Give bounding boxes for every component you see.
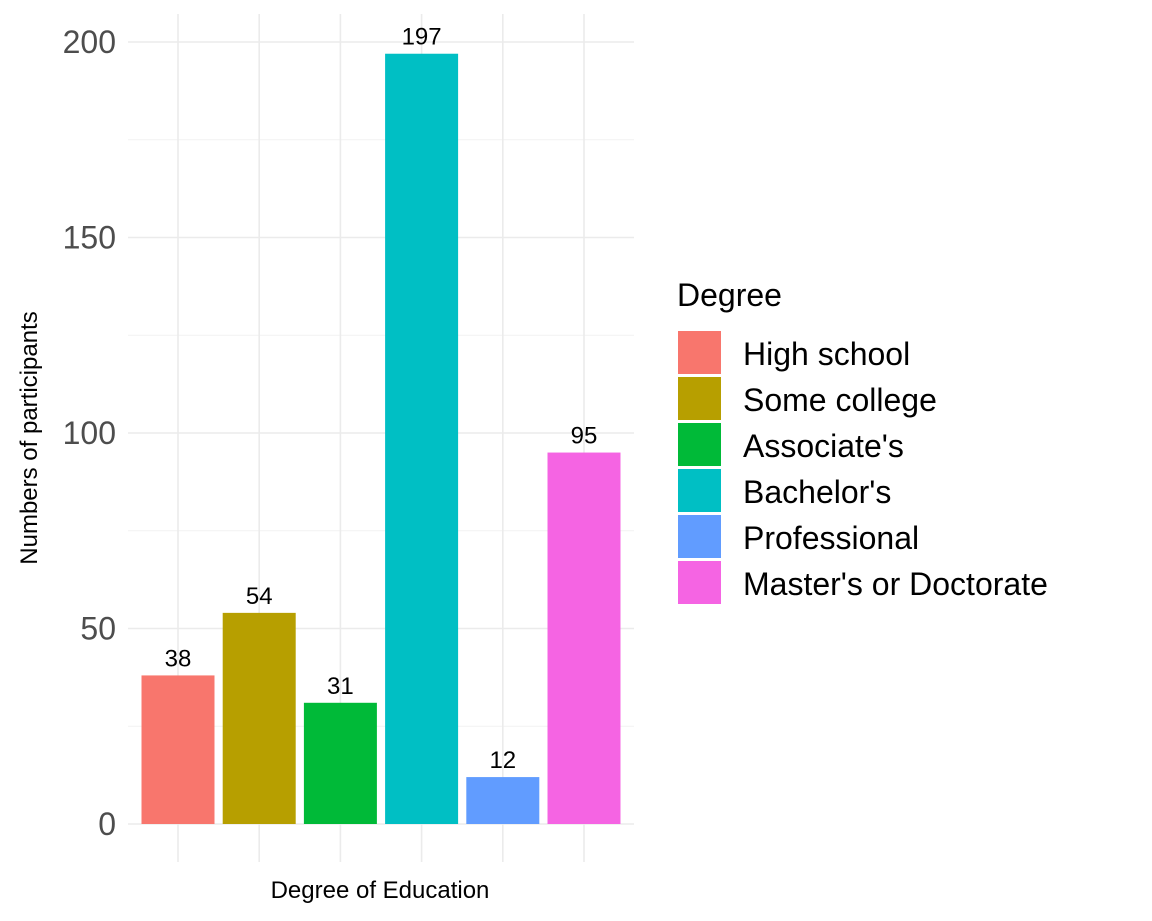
bar-value-label: 95 — [571, 423, 598, 450]
y-axis-title: Numbers of participants — [16, 311, 43, 564]
bar — [466, 777, 540, 824]
y-tick-label: 50 — [80, 611, 116, 647]
legend-entry-label: High school — [743, 336, 910, 372]
legend-entry-label: Bachelor's — [743, 474, 891, 510]
legend-entry-label: Associate's — [743, 428, 904, 464]
legend: Degree High school Some college Associate'… — [677, 277, 1048, 604]
y-tick-label: 100 — [63, 415, 116, 451]
legend-entry-label: Some college — [743, 382, 937, 418]
legend-entry-label: Professional — [743, 520, 919, 556]
bar-value-label: 197 — [402, 24, 442, 51]
bar — [141, 675, 215, 824]
legend-title: Degree — [677, 277, 782, 313]
x-axis-title: Degree of Education — [271, 877, 490, 904]
bar-value-label: 54 — [246, 583, 273, 610]
bar — [547, 452, 621, 824]
bar-value-label: 38 — [165, 645, 192, 672]
bar — [222, 612, 296, 824]
legend-swatch — [678, 515, 721, 558]
bar — [385, 53, 459, 825]
y-tick-label: 200 — [63, 24, 116, 60]
bar-value-label: 12 — [489, 747, 516, 774]
legend-entry-label: Master's or Doctorate — [743, 566, 1048, 602]
legend-swatch — [678, 331, 721, 374]
legend-swatch — [678, 561, 721, 604]
bars — [141, 53, 621, 825]
bar — [303, 702, 377, 824]
y-axis-ticks: 0 50 100 150 200 — [63, 24, 116, 842]
y-tick-label: 150 — [63, 220, 116, 256]
bar-value-labels: 38 54 31 197 12 95 — [165, 24, 598, 774]
legend-swatch — [678, 377, 721, 420]
bar-value-label: 31 — [327, 673, 354, 700]
legend-swatch — [678, 469, 721, 512]
legend-swatch — [678, 423, 721, 466]
y-tick-label: 0 — [98, 806, 116, 842]
